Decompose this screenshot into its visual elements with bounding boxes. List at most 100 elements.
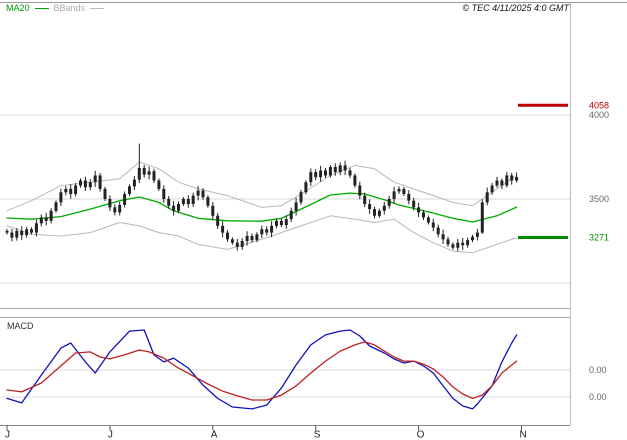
month-tick-label: J	[108, 430, 113, 440]
candle-body	[162, 188, 166, 199]
candle-body	[74, 185, 78, 194]
month-tick-label: N	[520, 430, 527, 440]
candle-body	[461, 242, 465, 246]
candle-body	[314, 172, 318, 178]
bbands-line-swatch-icon	[90, 7, 105, 9]
candle-body	[392, 191, 396, 199]
candle-body	[324, 170, 327, 176]
candle-body	[515, 177, 519, 181]
candle-body	[93, 175, 97, 183]
candle-body	[480, 202, 484, 233]
candle-body	[377, 210, 381, 216]
candle-body	[417, 207, 421, 213]
bollinger-upper-line	[6, 161, 518, 212]
candle-body	[471, 236, 474, 241]
macd-tick-label: 0.00	[589, 392, 607, 402]
candle-body	[485, 192, 489, 203]
candle-body	[505, 175, 509, 186]
candle-body	[284, 219, 288, 226]
candle-body	[64, 188, 68, 193]
candle-body	[39, 217, 43, 224]
candle-body	[422, 212, 425, 218]
candle-body	[230, 239, 234, 243]
candle-body	[348, 170, 352, 176]
candle-body	[255, 234, 259, 241]
gridlines-group	[0, 114, 570, 398]
candle-body	[240, 241, 244, 247]
candle-body	[132, 179, 136, 187]
candle-body	[15, 230, 19, 238]
copyright-text: © TEC 4/11/2025 4:0 GMT	[462, 3, 569, 13]
month-tick-label: S	[314, 430, 321, 440]
candle-body	[201, 190, 205, 198]
candle-body	[196, 190, 200, 196]
price-level-label: 4058	[589, 100, 609, 110]
macd-panel-group	[6, 329, 518, 410]
candle-body	[358, 185, 362, 196]
candle-body	[309, 172, 313, 183]
candle-body	[108, 199, 112, 208]
candle-body	[177, 204, 180, 211]
axis-labels-group: 4000 3500 4058 3271 0.00 0.00 J J A S O N	[5, 100, 609, 440]
candle-body	[88, 182, 92, 188]
ma20-legend-label: MA20	[6, 3, 30, 13]
candle-body	[69, 188, 73, 194]
candle-body	[500, 180, 504, 186]
candle-body	[54, 202, 58, 211]
candle-body	[191, 195, 195, 205]
candle-body	[167, 199, 171, 206]
candle-body	[456, 242, 460, 248]
price-tick-label: 4000	[589, 110, 609, 120]
candle-body	[172, 205, 176, 211]
candle-body	[451, 244, 455, 248]
month-tick-label: O	[417, 430, 425, 440]
candle-body	[118, 204, 122, 213]
candle-body	[216, 215, 220, 226]
candle-body	[333, 167, 337, 173]
candle-body	[30, 229, 33, 233]
candle-body	[431, 222, 435, 228]
candle-body	[412, 200, 416, 208]
candle-body	[407, 193, 411, 201]
macd-line	[6, 329, 518, 410]
candle-body	[373, 209, 376, 216]
candle-body	[289, 210, 293, 220]
candle-body	[113, 207, 117, 213]
candle-body	[363, 195, 367, 205]
candle-body	[206, 197, 210, 206]
ma20-line-swatch-icon	[34, 7, 49, 9]
price-panel-group	[5, 103, 568, 254]
candle-body	[510, 175, 514, 181]
candle-body	[260, 229, 264, 235]
candle-body	[147, 171, 151, 175]
candle-body	[59, 192, 63, 203]
candle-body	[441, 234, 445, 240]
bbands-legend-label: BBands	[53, 3, 86, 13]
candle-body	[294, 202, 298, 211]
candle-body	[368, 204, 372, 210]
candle-body	[353, 175, 357, 186]
candle-body	[34, 223, 38, 233]
candle-body	[98, 175, 102, 189]
candle-body	[382, 205, 386, 211]
price-tick-label: 3500	[589, 194, 609, 204]
macd-panel-label: MACD	[7, 321, 34, 331]
candle-body	[387, 199, 391, 206]
candle-body	[186, 199, 190, 205]
candle-body	[226, 232, 229, 240]
candle-body	[466, 240, 470, 246]
candle-body	[426, 217, 430, 223]
candle-body	[49, 210, 53, 221]
macd-tick-label: 0.00	[589, 365, 607, 375]
candle-body	[137, 167, 141, 180]
candle-body	[152, 171, 156, 181]
candle-body	[304, 182, 308, 193]
candle-body	[275, 220, 278, 226]
candle-body	[181, 199, 185, 205]
candle-body	[221, 225, 225, 233]
candle-body	[142, 167, 146, 175]
candle-body	[103, 188, 107, 199]
candle-body	[319, 170, 323, 178]
